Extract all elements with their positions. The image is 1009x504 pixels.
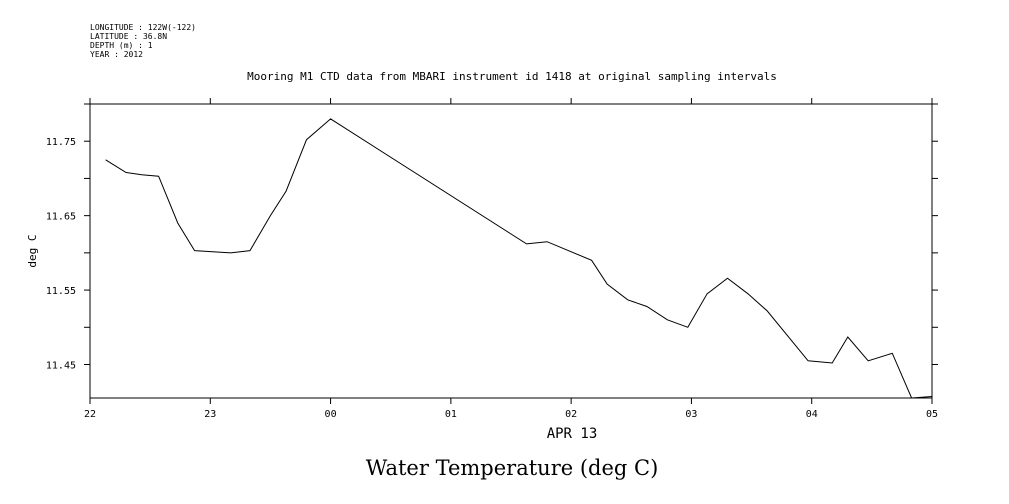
x-tick-label: 01 [445,409,457,420]
depth-text: DEPTH (m) : 1 [90,41,153,50]
series-lines [105,118,933,399]
x-tick-label: 03 [685,409,697,420]
chart-title: Mooring M1 CTD data from MBARI instrumen… [247,70,777,83]
y-tick-label: 11.55 [46,286,76,297]
x-tick-label: 04 [806,409,818,420]
y-tick-label: 11.75 [46,137,76,148]
y-tick-label: 11.45 [46,361,76,372]
x-tick-label: 23 [204,409,216,420]
y-axis-label: deg C [26,234,39,267]
x-tick-label: 05 [926,409,938,420]
x-tick-label: 00 [325,409,337,420]
series-line [105,118,933,399]
plot-frame [89,103,933,399]
x-tick-label: 02 [565,409,577,420]
latitude-text: LATITUDE : 36.8N [90,32,167,41]
longitude-text: LONGITUDE : 122W(-122) [90,23,196,32]
y-tick-label: 11.65 [46,212,76,223]
x-tick-label: 22 [84,409,96,420]
year-text: YEAR : 2012 [90,50,143,59]
metadata-block: LONGITUDE : 122W(-122) LATITUDE : 36.8N … [90,23,196,59]
bottom-title: Water Temperature (deg C) [366,456,659,480]
x-axis-label: APR 13 [547,426,598,442]
axis-ticks: 22 23 00 01 02 03 04 05 11.45 11.55 11.65 11.75 [46,98,938,420]
